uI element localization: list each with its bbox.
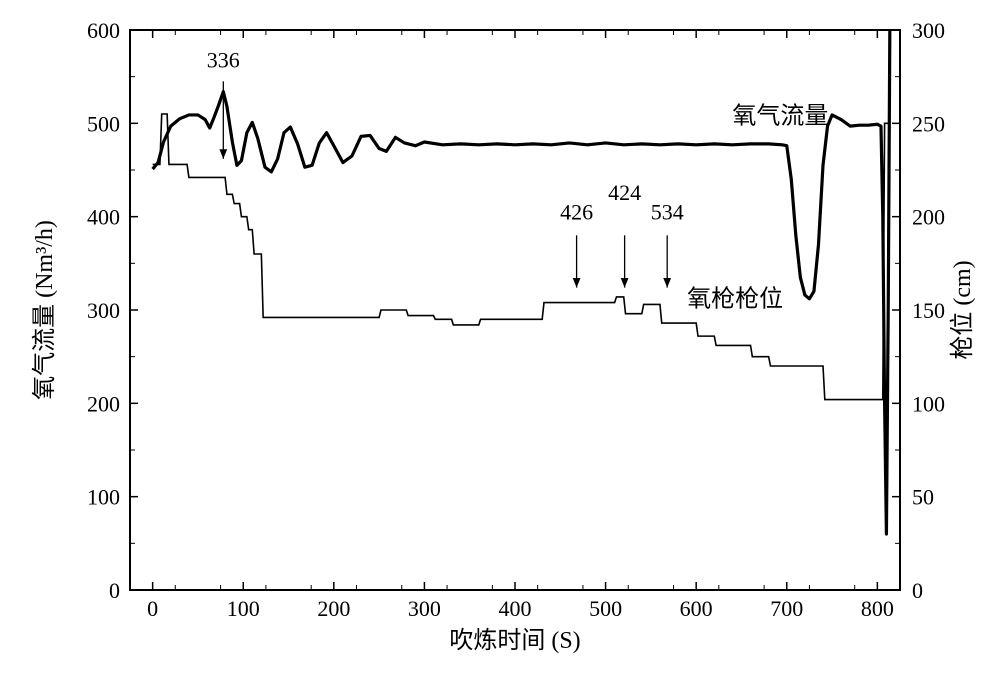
label-lance-position: 氧枪枪位 bbox=[687, 285, 783, 312]
x-tick-label: 800 bbox=[861, 596, 894, 621]
x-tick-label: 0 bbox=[147, 596, 158, 621]
x-tick-label: 300 bbox=[408, 596, 441, 621]
annotation-label: 426 bbox=[560, 199, 593, 224]
yl-tick-label: 400 bbox=[87, 205, 120, 230]
x-tick-label: 600 bbox=[680, 596, 713, 621]
chart-svg: 0100200300400500600700800010020030040050… bbox=[0, 0, 1000, 682]
x-tick-label: 200 bbox=[317, 596, 350, 621]
x-tick-label: 500 bbox=[589, 596, 622, 621]
yr-tick-label: 200 bbox=[912, 205, 945, 230]
annotation-label: 534 bbox=[651, 199, 684, 224]
yr-tick-label: 150 bbox=[912, 298, 945, 323]
yl-tick-label: 500 bbox=[87, 111, 120, 136]
x-axis-label: 吹炼时间 (S) bbox=[449, 627, 580, 654]
yr-tick-label: 50 bbox=[912, 485, 934, 510]
yr-tick-label: 250 bbox=[912, 111, 945, 136]
yr-tick-label: 100 bbox=[912, 391, 945, 416]
label-oxygen-flow: 氧气流量 bbox=[732, 102, 828, 129]
yl-axis-label: 氧气流量 (Nm³/h) bbox=[31, 220, 58, 400]
yl-tick-label: 600 bbox=[87, 18, 120, 43]
x-tick-label: 100 bbox=[227, 596, 260, 621]
chart-container: { "canvas": { "width": 1000, "height": 6… bbox=[0, 0, 1000, 682]
x-tick-label: 400 bbox=[499, 596, 532, 621]
yr-axis-label: 枪位 (cm) bbox=[949, 260, 976, 359]
yr-tick-label: 0 bbox=[912, 578, 923, 603]
x-tick-label: 700 bbox=[770, 596, 803, 621]
chart-bg bbox=[0, 0, 1000, 682]
annotation-label: 336 bbox=[207, 47, 240, 72]
annotation-label: 424 bbox=[608, 180, 641, 205]
yl-tick-label: 100 bbox=[87, 485, 120, 510]
yl-tick-label: 0 bbox=[109, 578, 120, 603]
yl-tick-label: 200 bbox=[87, 391, 120, 416]
yl-tick-label: 300 bbox=[87, 298, 120, 323]
yr-tick-label: 300 bbox=[912, 18, 945, 43]
